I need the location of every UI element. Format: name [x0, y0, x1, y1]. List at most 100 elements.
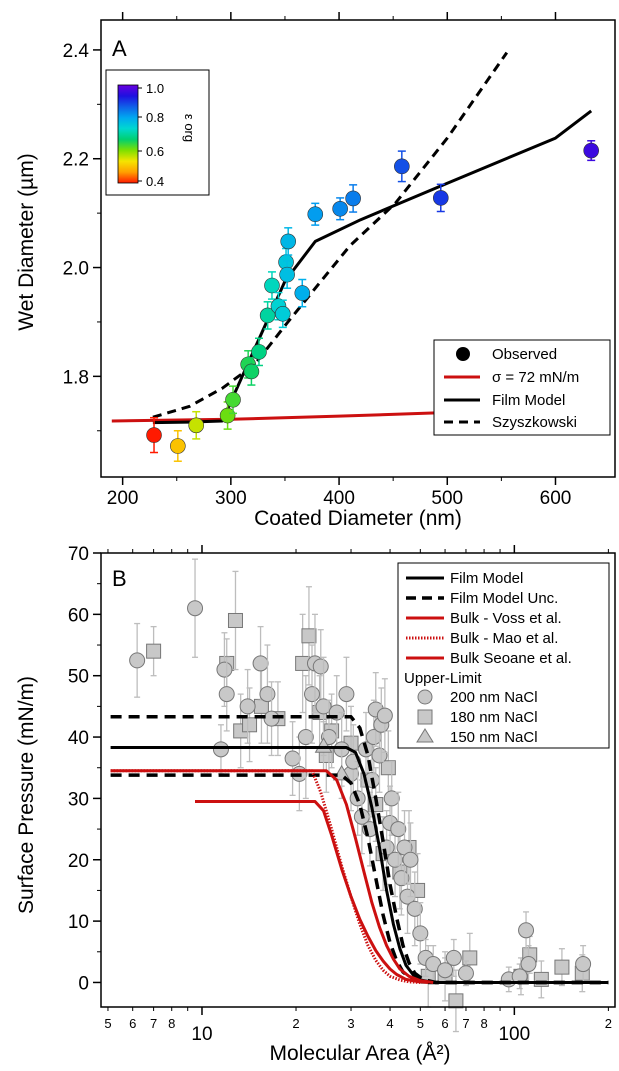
panel-a-marker — [264, 277, 280, 294]
panel-b-x-minor-label: 7 — [462, 1016, 469, 1031]
panel-b-y-tick-label: 10 — [68, 912, 89, 933]
panel-b-square-point — [554, 948, 570, 987]
panel-a-y-tick-label: 2.0 — [63, 259, 89, 280]
panel-a-y-axis-title: Wet Diameter (µm) — [15, 153, 38, 330]
panel-b-circle-point — [396, 810, 413, 885]
panel-a-data-point — [225, 385, 241, 415]
panel-b-chart: B Molecular Area (Å²) Surface Pressure (… — [15, 544, 616, 1065]
panel-a-marker — [332, 200, 348, 217]
legend-b-circle-marker — [417, 689, 433, 705]
panel-a-data-point — [307, 202, 324, 226]
panel-b-circle-marker — [297, 729, 314, 746]
panel-b-circle-point — [376, 678, 393, 754]
panel-a-marker — [259, 307, 276, 324]
colorbar-label: ε org — [182, 114, 197, 142]
panel-b-circle-point — [129, 622, 146, 698]
panel-a-curve-mnm — [111, 411, 440, 423]
panel-b-circle-point — [520, 944, 537, 984]
colorbar-tick-1: 1.0 — [146, 81, 164, 96]
panel-b-x-axis-title: Molecular Area (Å²) — [270, 1042, 451, 1065]
panel-a-label: A — [112, 36, 127, 61]
panel-b-curve-filmmodeluncupper — [110, 715, 609, 985]
panel-b-circle-marker — [263, 710, 280, 727]
legend-b-square-marker — [417, 709, 433, 725]
panel-b-circle-marker — [239, 698, 256, 715]
panel-b-circle-point — [383, 760, 400, 836]
legend-b-film-unc-label: Film Model Unc. — [450, 590, 558, 607]
panel-b-y-tick-label: 70 — [68, 544, 89, 565]
panel-a-data-point — [251, 337, 267, 367]
panel-b-circle-marker — [376, 707, 393, 724]
panel-b-circle-point — [218, 656, 235, 732]
panel-b-plot-frame — [100, 552, 616, 1008]
legend-a-sigma-label: σ = 72 mN/m — [492, 369, 579, 386]
panel-b-y-tick-label: 0 — [78, 973, 89, 994]
panel-b-square-marker — [554, 959, 570, 975]
panel-a-data-point — [332, 197, 348, 221]
colorbar-gradient — [117, 84, 139, 184]
panel-a-marker — [225, 391, 241, 408]
panel-b-circle-marker — [457, 965, 474, 982]
panel-a-data-point — [170, 430, 186, 462]
panel-b-circle-point — [390, 791, 407, 867]
panel-b-circle-marker — [445, 949, 462, 966]
panel-b-circle-marker — [315, 698, 332, 715]
legend-b-mao-label: Bulk - Mao et al. — [450, 630, 558, 647]
panel-a-data-point — [146, 416, 162, 454]
panel-b-circle-marker — [520, 956, 537, 973]
panel-b-square-marker — [227, 612, 243, 628]
panel-a-data-point — [394, 150, 410, 183]
panel-b-curve-bulkmaoetal — [110, 769, 421, 984]
panel-b-circle-point — [445, 938, 462, 977]
panel-a-data-point — [294, 278, 311, 308]
panel-b-y-tick-label: 20 — [68, 851, 89, 872]
panel-a-x-tick-label: 300 — [215, 488, 247, 509]
panel-b-x-minor-label: 6 — [441, 1016, 448, 1031]
colorbar-tick-2: 0.8 — [146, 110, 164, 125]
panel-a-marker — [432, 190, 449, 206]
panel-a-data-point — [259, 301, 276, 330]
panel-b-circle-point — [312, 629, 329, 704]
panel-a-marker — [274, 305, 291, 322]
legend-b-200nm-label: 200 nm NaCl — [450, 689, 538, 706]
panel-b-circle-marker — [212, 741, 229, 758]
panel-b-circle-point — [263, 681, 280, 757]
panel-b-x-tick-label: 10 — [191, 1024, 212, 1045]
panel-b-square-marker — [380, 760, 396, 776]
panel-a-marker — [219, 407, 236, 424]
panel-b-circle-marker — [383, 790, 400, 807]
panel-a-marker — [280, 233, 297, 250]
panel-a-marker — [243, 363, 260, 380]
panel-b-square-marker — [242, 717, 258, 733]
panel-b-square-marker — [146, 643, 162, 659]
panel-b-circle-marker — [387, 851, 404, 868]
panel-b-x-minor-label: 5 — [417, 1016, 424, 1031]
panel-b-square-point — [146, 625, 162, 677]
panel-b-square-point — [448, 969, 464, 1033]
panel-b-circle-marker — [218, 686, 235, 703]
legend-a-observed-label: Observed — [492, 346, 557, 363]
panel-a-data-point — [274, 299, 291, 329]
legend-b-seoane-label: Bulk Seoane et al. — [450, 650, 572, 667]
panel-b-circle-point — [239, 668, 256, 744]
panel-b-circle-point — [212, 724, 229, 775]
panel-b-circle-marker — [303, 686, 320, 703]
panel-b-circle-marker — [390, 821, 407, 838]
panel-b-circle-point — [402, 822, 419, 898]
panel-b-circle-marker — [216, 661, 233, 678]
panel-b-y-tick-label: 30 — [68, 789, 89, 810]
panel-b-x-tick-label: 100 — [498, 1024, 530, 1045]
panel-a-data-point — [345, 184, 361, 213]
legend-a-film-label: Film Model — [492, 392, 565, 409]
panel-b-circle-point — [187, 558, 204, 658]
panel-b-circle-point — [284, 721, 301, 796]
panel-a-marker — [170, 438, 186, 454]
panel-b-curve-bulkseoaneetal — [195, 800, 429, 984]
panel-a-data-point — [188, 410, 205, 440]
panel-a-y-tick-label: 2.2 — [63, 150, 89, 171]
panel-b-circle-marker — [402, 851, 419, 868]
legend-b-upper-limit-label: Upper-Limit — [404, 670, 482, 687]
panel-a-marker — [345, 190, 361, 207]
panel-a-legend: Observed σ = 72 mN/m Film Model Szyszkow… — [433, 339, 611, 436]
